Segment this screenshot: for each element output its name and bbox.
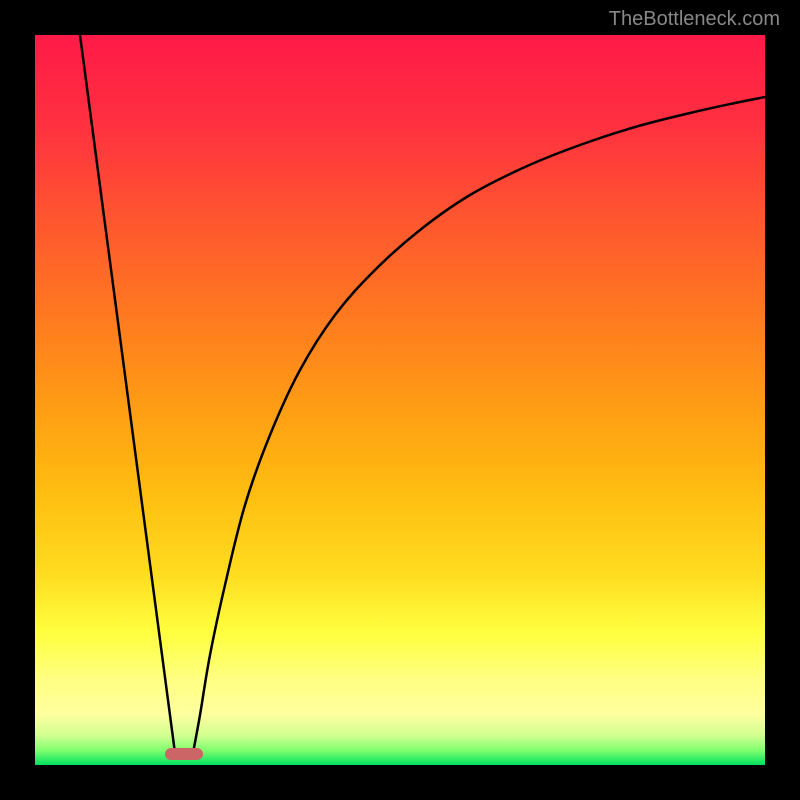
chart-area xyxy=(35,35,765,765)
bottleneck-marker xyxy=(165,748,203,760)
curve-layer xyxy=(35,35,765,765)
curve-left-segment xyxy=(80,35,175,753)
curve-right-segment xyxy=(193,97,765,753)
watermark-text: TheBottleneck.com xyxy=(609,8,780,31)
